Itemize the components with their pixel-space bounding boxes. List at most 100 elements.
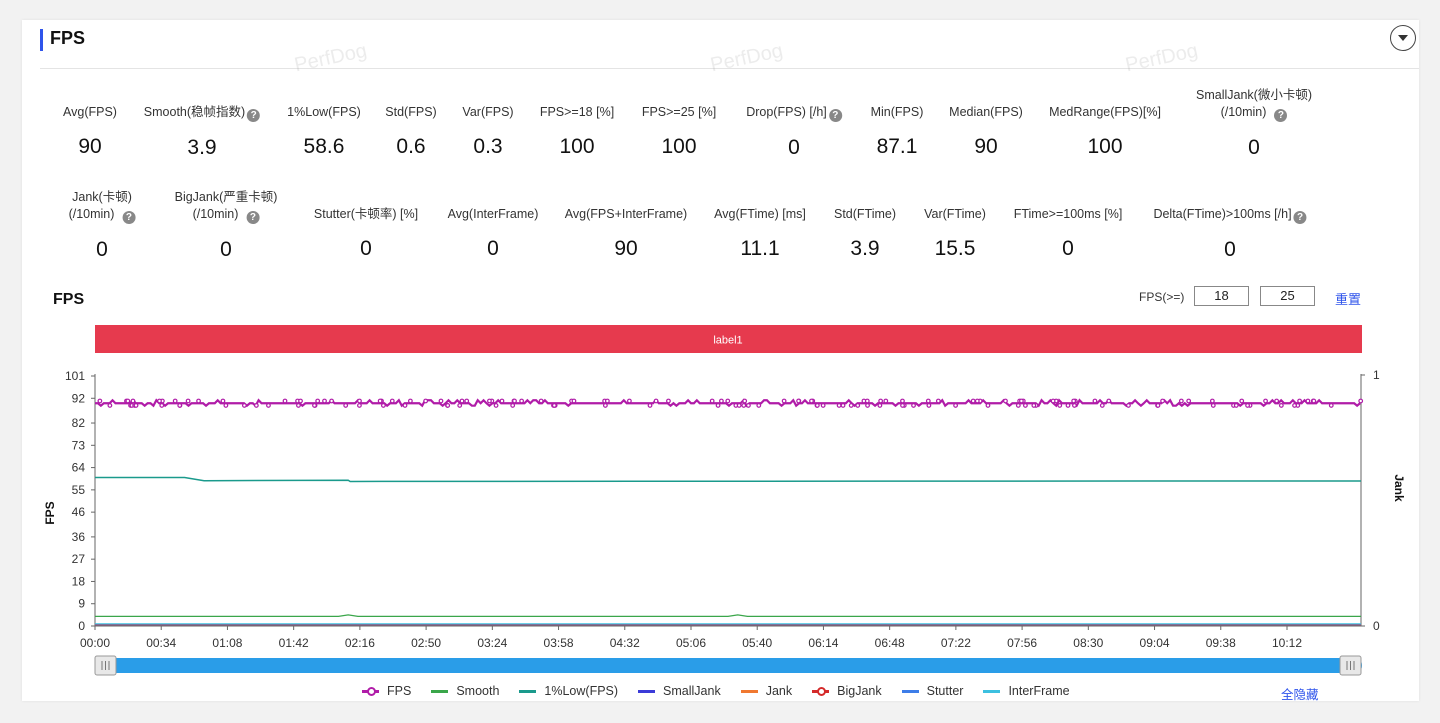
fps-point bbox=[1297, 398, 1302, 404]
fps-point bbox=[130, 398, 136, 404]
metric-label-unit: (/10min) bbox=[1220, 105, 1267, 119]
metric-label: Drop(FPS) [/h]? bbox=[746, 104, 842, 122]
fps-point bbox=[357, 398, 362, 404]
legend-item[interactable]: Smooth bbox=[431, 684, 499, 698]
hide-all-button[interactable]: 全隐藏 bbox=[1281, 688, 1319, 702]
legend-swatch-icon bbox=[740, 690, 758, 694]
metric: Smooth(稳帧指数)? 3.9 bbox=[143, 104, 261, 160]
legend-label: Jank bbox=[765, 684, 793, 698]
metric-label-text: Median(FPS) bbox=[949, 105, 1023, 119]
fps-point bbox=[457, 403, 463, 408]
fps-point bbox=[1328, 403, 1334, 408]
fps-point bbox=[974, 398, 980, 404]
fps-point bbox=[725, 398, 731, 404]
reset-button[interactable]: 重置 bbox=[1335, 292, 1362, 307]
legend-label: 1%Low(FPS) bbox=[544, 684, 619, 698]
x-tick-label: 04:32 bbox=[610, 636, 640, 650]
metric-label: FTime>=100ms [%] bbox=[1014, 206, 1123, 223]
fps-point bbox=[935, 398, 941, 404]
legend-label: Stutter bbox=[926, 684, 964, 698]
metric: Var(FTime) 15.5 bbox=[924, 206, 986, 261]
y-axis-label: FPS bbox=[43, 501, 57, 524]
metric-label: Std(FTime) bbox=[834, 206, 896, 223]
metric-label: FPS>=25 [%] bbox=[642, 104, 716, 121]
fps-point bbox=[602, 403, 608, 408]
metric: Avg(FPS+InterFrame) 90 bbox=[565, 206, 687, 261]
legend-item[interactable]: Jank bbox=[740, 684, 793, 698]
panel-title: FPS bbox=[50, 28, 86, 48]
help-icon[interactable]: ? bbox=[122, 211, 136, 224]
fps-point bbox=[627, 398, 632, 404]
metric-value: 11.1 bbox=[740, 237, 780, 260]
metric-label: Min(FPS) bbox=[871, 104, 924, 121]
metric-label-unit: (/10min) bbox=[68, 207, 115, 221]
fps-point bbox=[820, 403, 826, 408]
fps-point bbox=[1126, 403, 1131, 408]
help-icon[interactable]: ? bbox=[247, 109, 261, 122]
legend-item[interactable]: FPS bbox=[362, 684, 411, 698]
fps-point bbox=[864, 398, 870, 404]
fps-point bbox=[1245, 403, 1250, 408]
metric-label-text: FTime>=100ms [%] bbox=[1013, 207, 1123, 221]
metric-label: Smooth(稳帧指数)? bbox=[143, 104, 261, 122]
fps-point bbox=[1099, 403, 1105, 408]
y-tick-label: 18 bbox=[72, 574, 86, 588]
title-accent-bar bbox=[40, 29, 43, 51]
fps-point bbox=[571, 398, 577, 404]
series-line-1pct-low bbox=[95, 476, 1362, 483]
fps-point bbox=[438, 398, 444, 404]
fps-point bbox=[1358, 398, 1364, 404]
fps-point bbox=[322, 398, 327, 404]
metric-value: 0.3 bbox=[473, 135, 503, 158]
fps-threshold-input-2[interactable]: 25 bbox=[1260, 286, 1315, 306]
legend-swatch-icon bbox=[983, 690, 1001, 694]
metric: Drop(FPS) [/h]? 0 bbox=[746, 104, 842, 160]
legend-swatch-icon bbox=[431, 690, 449, 694]
help-icon[interactable]: ? bbox=[246, 211, 260, 224]
x-tick-label: 09:04 bbox=[1140, 636, 1170, 650]
x-tick-label: 07:56 bbox=[1007, 636, 1037, 650]
series-line-fps bbox=[95, 398, 1361, 408]
metric-value: 90 bbox=[974, 135, 998, 158]
help-icon[interactable]: ? bbox=[1274, 109, 1288, 122]
fps-point bbox=[493, 403, 499, 408]
range-slider-track[interactable] bbox=[95, 658, 1362, 673]
legend-item[interactable]: SmallJank bbox=[638, 684, 721, 698]
metric-value: 3.9 bbox=[850, 237, 880, 260]
fps-threshold-input-1[interactable]: 18 bbox=[1194, 286, 1249, 306]
panel-header: FPS bbox=[40, 20, 1419, 69]
metric-label-text: Delta(FTime)>100ms [/h] bbox=[1153, 207, 1292, 221]
fps-point bbox=[510, 403, 516, 408]
fps-point bbox=[220, 398, 226, 404]
metric-value: 0 bbox=[788, 136, 800, 159]
metric-label-text: Avg(InterFrame) bbox=[447, 207, 539, 221]
fps-threshold-label: FPS(>=) bbox=[1139, 290, 1185, 304]
collapse-toggle-icon[interactable] bbox=[1390, 25, 1416, 51]
legend-item[interactable]: 1%Low(FPS) bbox=[519, 684, 618, 698]
fps-point bbox=[159, 403, 165, 408]
metric-label-text: Stutter(卡顿率) [%] bbox=[313, 207, 419, 221]
help-icon[interactable]: ? bbox=[828, 109, 842, 122]
fps-point bbox=[848, 403, 854, 408]
metric: Var(FPS) 0.3 bbox=[462, 104, 513, 159]
fps-point bbox=[296, 403, 301, 408]
metric-value: 0 bbox=[1224, 238, 1236, 261]
metric-label-text: Smooth(稳帧指数) bbox=[143, 105, 246, 119]
metric: Avg(FTime) [ms] 11.1 bbox=[714, 206, 806, 261]
fps-point bbox=[970, 398, 976, 404]
fps-point bbox=[1233, 403, 1239, 408]
x-tick-label: 02:50 bbox=[411, 636, 441, 650]
metric: Avg(InterFrame) 0 bbox=[448, 206, 539, 261]
fps-point bbox=[157, 398, 162, 404]
legend-item[interactable]: BigJank bbox=[812, 684, 882, 698]
metric: Std(FTime) 3.9 bbox=[834, 206, 896, 261]
fps-point bbox=[925, 398, 931, 404]
legend-item[interactable]: InterFrame bbox=[983, 684, 1070, 698]
fps-point bbox=[883, 398, 889, 404]
x-tick-label: 01:08 bbox=[212, 636, 242, 650]
metric-label: Avg(FPS+InterFrame) bbox=[565, 206, 687, 223]
help-icon[interactable]: ? bbox=[1293, 211, 1307, 224]
legend-item[interactable]: Stutter bbox=[901, 684, 964, 698]
fps-point bbox=[746, 403, 751, 408]
y-tick-label: 92 bbox=[72, 391, 86, 405]
